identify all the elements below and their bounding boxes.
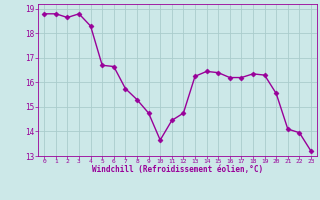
X-axis label: Windchill (Refroidissement éolien,°C): Windchill (Refroidissement éolien,°C) xyxy=(92,165,263,174)
